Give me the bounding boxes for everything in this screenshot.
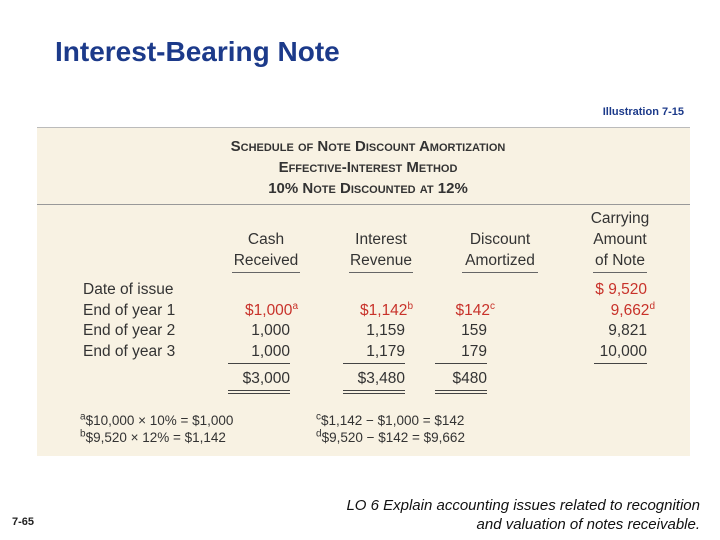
table-cell: 159 xyxy=(461,322,487,340)
cell-value: 179 xyxy=(461,343,487,360)
illustration-label: Illustration 7-15 xyxy=(602,106,684,118)
footnote-text: $9,520 × 12% = $1,142 xyxy=(85,430,226,445)
footnote-text: $1,142 − $1,000 = $142 xyxy=(321,413,465,428)
column-header: Revenue xyxy=(349,252,413,269)
footnote-mark: b xyxy=(80,428,86,440)
slide-title: Interest-Bearing Note xyxy=(55,36,340,67)
footnote-mark: a xyxy=(80,411,86,423)
cell-value: 9,821 xyxy=(608,322,647,339)
total-rule xyxy=(435,363,487,364)
total-rule xyxy=(228,363,290,364)
cell-value: 1,159 xyxy=(366,322,405,339)
table-cell: 10,000 xyxy=(600,343,647,361)
table-cell: 9,821 xyxy=(608,322,647,340)
table-cell: 9,662d xyxy=(610,300,655,320)
column-header: Amount xyxy=(593,231,647,248)
row-label: Date of issue xyxy=(83,281,174,298)
table-cell: 1,159 xyxy=(366,322,405,340)
column-header: Amortized xyxy=(465,252,535,269)
cell-value: 1,000 xyxy=(251,343,290,360)
table-heading: 10% Note Discounted at 12% xyxy=(268,180,468,197)
footnote: b$9,520 × 12% = $1,142 xyxy=(80,428,226,445)
column-header: Interest xyxy=(355,231,407,248)
table-cell: $ 9,520 xyxy=(595,281,647,299)
learning-objective: LO 6 Explain accounting issues related t… xyxy=(346,497,700,514)
cell-value: 1,179 xyxy=(366,343,405,360)
column-header: of Note xyxy=(595,252,645,269)
learning-objective: and valuation of notes receivable. xyxy=(476,516,700,533)
table-heading: Schedule of Note Discount Amortization xyxy=(230,138,506,155)
row-label: End of year 3 xyxy=(83,343,176,360)
cell-value: $ 9,520 xyxy=(595,281,647,298)
double-rule xyxy=(228,390,290,394)
cell-value: 10,000 xyxy=(599,343,647,360)
column-header: Cash xyxy=(247,231,285,248)
footnote-text: $10,000 × 10% = $1,000 xyxy=(85,413,234,428)
column-header: Discount xyxy=(469,231,531,248)
cell-value: $1,000 xyxy=(245,302,293,319)
table-cell: $1,000a xyxy=(245,300,298,320)
total-rule xyxy=(594,363,647,364)
cell-value: $1,142 xyxy=(360,302,408,319)
table-panel xyxy=(37,127,690,456)
row-label: End of year 2 xyxy=(83,322,176,339)
table-cell: $142c xyxy=(455,300,495,320)
footnote-mark: c xyxy=(490,300,495,312)
footnote-mark: d xyxy=(649,300,655,312)
footnote-text: $9,520 − $142 = $9,662 xyxy=(321,430,465,445)
header-underline xyxy=(462,272,538,273)
cell-value: $142 xyxy=(455,302,490,319)
row-label: End of year 1 xyxy=(83,302,176,319)
cell-value: 1,000 xyxy=(251,322,290,339)
table-heading: Effective-Interest Method xyxy=(278,159,458,176)
footnote-mark: a xyxy=(292,300,298,312)
table-cell: 1,000 xyxy=(251,322,290,340)
cell-value: 159 xyxy=(461,322,487,339)
header-underline xyxy=(593,272,647,273)
total-cell: $480 xyxy=(452,370,487,387)
slide-number: 7-65 xyxy=(12,516,35,528)
cell-value: 9,662 xyxy=(610,302,650,319)
column-header: Carrying xyxy=(590,210,650,227)
footnote-mark: c xyxy=(316,411,321,423)
double-rule xyxy=(435,390,487,394)
footnote: d$9,520 − $142 = $9,662 xyxy=(316,428,465,445)
footnote: a$10,000 × 10% = $1,000 xyxy=(80,411,234,428)
double-rule xyxy=(343,390,405,394)
total-cell: $3,480 xyxy=(357,370,405,387)
header-underline xyxy=(232,272,300,273)
table-cell: 179 xyxy=(461,343,487,361)
divider xyxy=(37,204,690,205)
footnote: c$1,142 − $1,000 = $142 xyxy=(316,411,465,428)
header-underline xyxy=(349,272,413,273)
table-cell: 1,179 xyxy=(366,343,405,361)
total-cell: $3,000 xyxy=(242,370,290,387)
table-cell: $1,142b xyxy=(360,300,413,320)
table-cell: 1,000 xyxy=(251,343,290,361)
footnote-mark: d xyxy=(316,428,322,440)
footnote-mark: b xyxy=(407,300,413,312)
total-rule xyxy=(343,363,405,364)
column-header: Received xyxy=(233,252,299,269)
